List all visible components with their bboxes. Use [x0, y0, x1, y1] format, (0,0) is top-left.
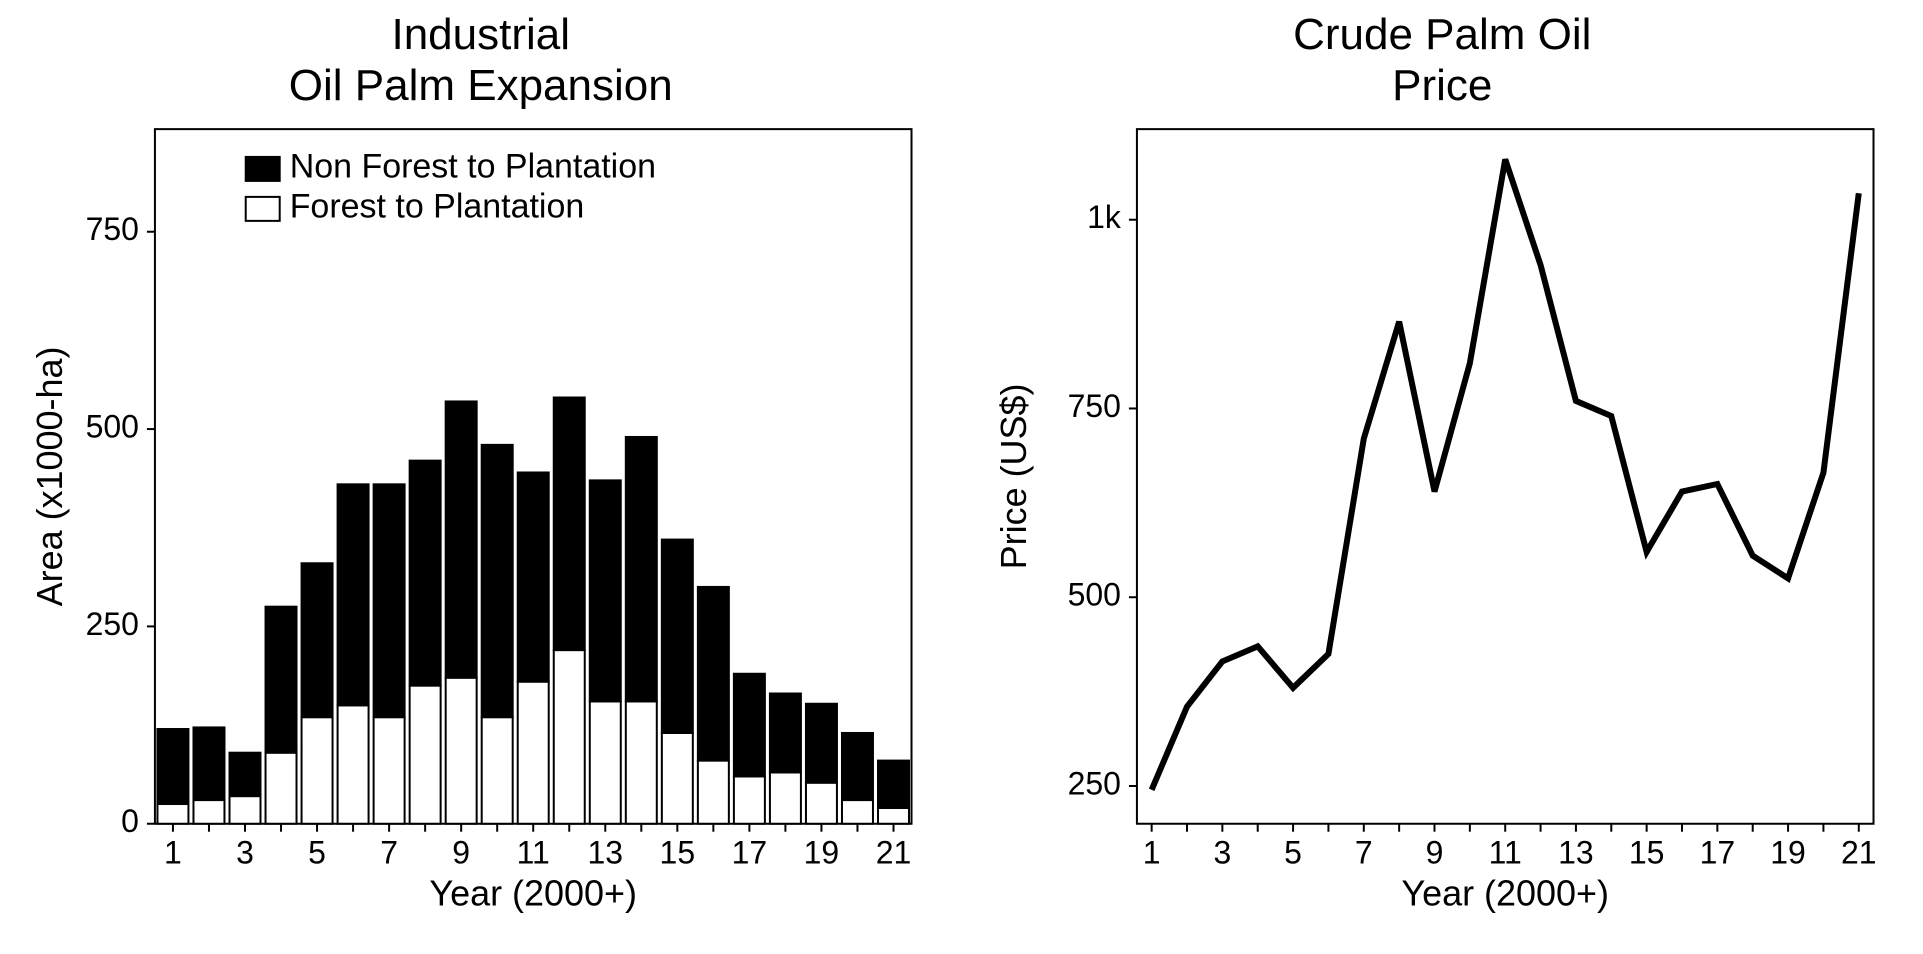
svg-text:1k: 1k [1087, 199, 1122, 235]
svg-text:11: 11 [517, 835, 550, 871]
right-plot: 2505007501kPrice (US$)13579111315171921Y… [992, 119, 1894, 934]
svg-text:Year (2000+): Year (2000+) [429, 873, 637, 914]
right-title-line2: Price [1392, 61, 1492, 110]
svg-text:19: 19 [1770, 835, 1806, 871]
svg-text:11: 11 [1488, 835, 1521, 871]
svg-text:Area (x1000-ha): Area (x1000-ha) [30, 347, 70, 607]
svg-text:1: 1 [1142, 835, 1160, 871]
right-title-line1: Crude Palm Oil [1293, 10, 1591, 59]
svg-text:9: 9 [1425, 835, 1443, 871]
left-panel: Industrial Oil Palm Expansion 0 250 500 750… [0, 0, 962, 954]
svg-text:19: 19 [804, 835, 840, 871]
svg-text:17: 17 [1699, 835, 1735, 871]
svg-text:Year (2000+): Year (2000+) [1401, 873, 1609, 914]
svg-text:21: 21 [876, 835, 912, 871]
svg-text:Forest to Plantation: Forest to Plantation [290, 187, 585, 225]
svg-text:13: 13 [587, 835, 623, 871]
svg-text:7: 7 [380, 835, 398, 871]
svg-text:21: 21 [1840, 835, 1876, 871]
svg-text:250: 250 [86, 606, 139, 642]
svg-text:500: 500 [1067, 577, 1120, 613]
svg-text:15: 15 [660, 835, 696, 871]
svg-text:15: 15 [1628, 835, 1664, 871]
left-title: Industrial Oil Palm Expansion [289, 10, 673, 111]
svg-text:7: 7 [1354, 835, 1372, 871]
svg-text:0: 0 [121, 803, 139, 839]
svg-text:1: 1 [164, 835, 182, 871]
svg-text:5: 5 [1284, 835, 1302, 871]
svg-text:250: 250 [1067, 766, 1120, 802]
right-panel: Crude Palm Oil Price 250 500 750 1k Price (U… [962, 0, 1923, 954]
svg-text:9: 9 [452, 835, 470, 871]
left-title-line2: Oil Palm Expansion [289, 61, 673, 110]
svg-text:5: 5 [308, 835, 326, 871]
left-plot: 0250500750Area (x1000-ha)135791113151719… [30, 119, 932, 934]
left-title-line1: Industrial [391, 10, 570, 59]
svg-text:Price (US$): Price (US$) [992, 384, 1033, 570]
svg-text:Non Forest to Plantation: Non Forest to Plantation [290, 147, 656, 185]
svg-text:17: 17 [732, 835, 768, 871]
svg-text:3: 3 [236, 835, 254, 871]
svg-text:750: 750 [86, 211, 139, 247]
right-title: Crude Palm Oil Price [1293, 10, 1591, 111]
svg-text:500: 500 [86, 409, 139, 445]
svg-text:750: 750 [1067, 388, 1120, 424]
svg-text:13: 13 [1558, 835, 1594, 871]
svg-text:3: 3 [1213, 835, 1231, 871]
